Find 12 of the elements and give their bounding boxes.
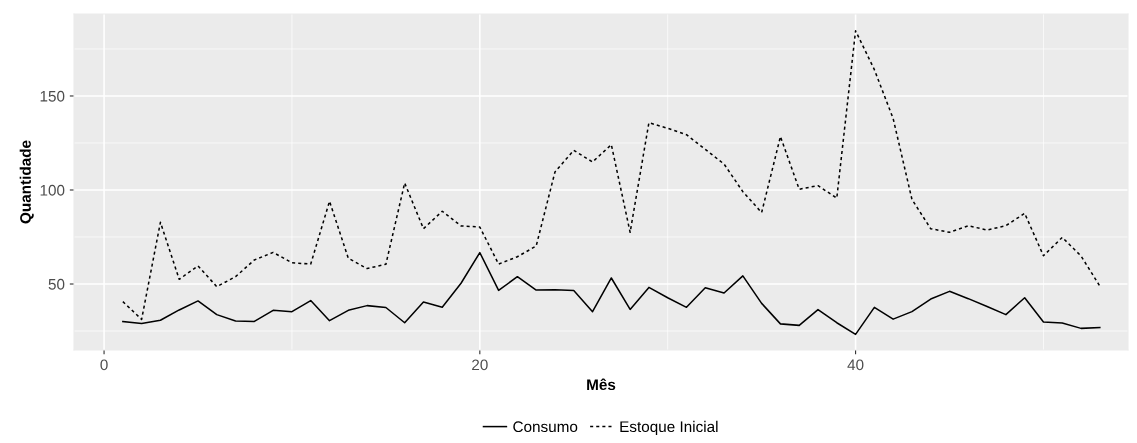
x-axis-title: Mês xyxy=(587,378,616,391)
x-tick-label: 0 xyxy=(100,359,108,371)
y-axis-title: Quantidade xyxy=(19,140,34,224)
legend-label: Estoque Inicial xyxy=(620,420,718,436)
line-series xyxy=(122,29,1101,321)
line-series xyxy=(122,251,1101,336)
y-tick-label: 50 xyxy=(48,278,65,290)
x-tick-label: 20 xyxy=(472,359,488,371)
x-tick-label: 40 xyxy=(847,359,864,371)
y-tick-label: 100 xyxy=(40,184,65,196)
y-tick-label: 150 xyxy=(40,90,65,102)
legend-label: Consumo xyxy=(513,421,578,433)
